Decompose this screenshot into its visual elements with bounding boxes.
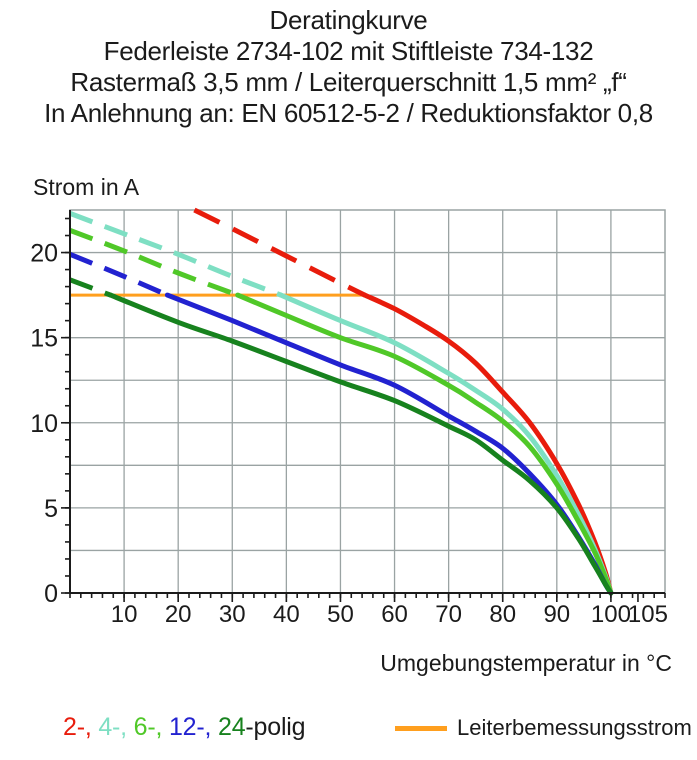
series-24-polig (69, 277, 614, 596)
series-6-polig (69, 228, 614, 596)
svg-text:40: 40 (273, 601, 300, 628)
svg-text:70: 70 (435, 601, 462, 628)
series-2-polig (193, 207, 614, 596)
svg-text:105: 105 (628, 601, 668, 628)
svg-text:10: 10 (30, 410, 58, 438)
axes (69, 210, 665, 594)
svg-text:0: 0 (44, 580, 58, 608)
svg-text:100: 100 (591, 601, 631, 628)
svg-text:10: 10 (111, 601, 138, 628)
rated-current-legend: Leiterbemessungsstrom (395, 712, 692, 744)
rated-current-label: Leiterbemessungsstrom (457, 715, 692, 740)
chart-subtitle-product: Federleiste 2734-102 mit Stiftleiste 734… (103, 36, 594, 66)
svg-text:20: 20 (30, 240, 58, 268)
legend-pole-segment: -polig (245, 713, 306, 741)
legend-pole-segment: 2-, (63, 713, 92, 741)
x-axis-title: Umgebungstemperatur in °C (380, 650, 672, 676)
svg-text:20: 20 (165, 601, 192, 628)
rated-current-line-swatch (395, 725, 447, 731)
curves (69, 207, 614, 596)
svg-text:60: 60 (381, 601, 408, 628)
chart-title-block: Deratingkurve Federleiste 2734-102 mit S… (0, 5, 697, 129)
legend-pole-segment: 6-, (126, 713, 163, 741)
svg-text:15: 15 (30, 325, 58, 353)
svg-text:30: 30 (219, 601, 246, 628)
svg-text:80: 80 (489, 601, 516, 628)
svg-text:5: 5 (44, 495, 58, 523)
grid (70, 210, 665, 593)
chart-title: Deratingkurve (269, 5, 428, 35)
axis-ticks (61, 217, 666, 602)
chart-subtitle-spec: Rastermaß 3,5 mm / Leiterquerschnitt 1,5… (70, 67, 627, 97)
svg-text:50: 50 (327, 601, 354, 628)
y-axis-title: Strom in A (33, 174, 140, 200)
poles-legend: 2-, 4-, 6-, 12-, 24-polig (63, 713, 306, 742)
legend-pole-segment: 24 (211, 713, 246, 741)
legend-pole-segment: 4-, (91, 713, 127, 741)
y-tick-labels: 0 5 10 15 20 (30, 240, 58, 608)
legend-pole-segment: 12-, (162, 713, 212, 741)
chart-subtitle-standard: In Anlehnung an: EN 60512-5-2 / Reduktio… (44, 98, 653, 128)
svg-text:90: 90 (543, 601, 570, 628)
